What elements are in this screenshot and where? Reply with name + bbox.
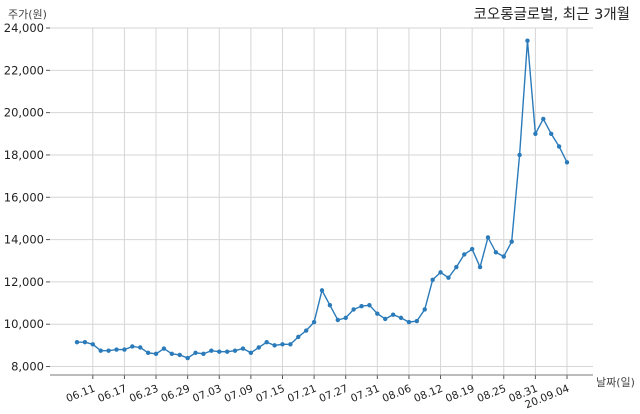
data-point <box>398 315 404 321</box>
x-tick-label: 06.17 <box>96 383 128 405</box>
data-point <box>303 328 309 333</box>
data-point <box>224 349 230 354</box>
data-point <box>248 350 254 355</box>
y-axis-label: 주가(원) <box>8 8 47 21</box>
data-point <box>454 264 459 270</box>
y-tick-label: 20,000 <box>4 106 44 120</box>
data-point <box>533 131 538 136</box>
data-point <box>422 307 427 312</box>
data-point <box>217 349 222 354</box>
price-series-points <box>74 38 570 361</box>
data-point <box>272 343 277 348</box>
data-point <box>264 340 269 345</box>
chart-title: 코오롱글로벌, 최근 3개월 <box>474 6 630 23</box>
data-point <box>406 319 412 325</box>
data-point <box>169 351 175 357</box>
x-tick-label: 07.03 <box>191 383 223 405</box>
x-tick-label: 08.06 <box>381 383 414 406</box>
y-tick-label: 10,000 <box>4 317 44 331</box>
data-point <box>319 288 325 293</box>
x-tick-label: 07.09 <box>223 383 255 405</box>
data-point <box>145 350 151 355</box>
data-point <box>383 316 388 322</box>
data-point <box>541 116 546 122</box>
y-tick-label: 24,000 <box>4 21 44 35</box>
data-point <box>153 351 159 357</box>
data-point <box>501 254 506 259</box>
data-point <box>122 347 127 352</box>
data-point <box>296 334 301 340</box>
data-point <box>359 304 364 309</box>
data-point <box>185 355 190 361</box>
x-tick-label: 07.27 <box>317 383 349 405</box>
x-tick-label: 08.12 <box>412 383 444 405</box>
x-tick-label: 08.25 <box>476 383 508 405</box>
data-point <box>311 319 317 325</box>
data-point <box>517 152 522 158</box>
data-point <box>548 131 554 136</box>
data-point <box>98 348 103 353</box>
x-tick-label: 07.31 <box>349 383 381 405</box>
y-tick-label: 16,000 <box>4 190 44 204</box>
data-point <box>462 252 467 257</box>
price-series-line <box>77 40 568 359</box>
x-tick-label: 07.15 <box>254 383 286 405</box>
data-point <box>130 344 135 349</box>
data-point <box>477 264 483 270</box>
x-axis-label: 날짜(일) <box>596 375 635 389</box>
x-axis: 06.11 06.17 06.23 06.29 07.03 07.09 07.15 07.21… <box>65 375 571 411</box>
data-point <box>493 250 499 255</box>
data-point <box>82 340 88 345</box>
data-point <box>509 239 514 244</box>
data-point <box>90 342 96 347</box>
data-point <box>375 311 380 316</box>
y-axis: 8,000 10,000 12,000 14,000 16,000 18,000 20,00… <box>4 21 50 374</box>
data-point <box>193 350 198 355</box>
x-tick-label: 08.19 <box>444 383 476 405</box>
data-point <box>525 38 530 43</box>
y-tick-label: 8,000 <box>11 360 44 374</box>
x-tick-label: 06.29 <box>159 383 191 405</box>
y-tick-label: 12,000 <box>4 275 44 289</box>
data-point <box>390 312 396 317</box>
data-point <box>280 342 285 347</box>
data-point <box>556 144 562 149</box>
x-tick-label: 06.23 <box>128 383 160 405</box>
data-point <box>469 246 475 252</box>
data-point <box>201 351 206 357</box>
data-point <box>256 345 261 350</box>
data-point <box>564 160 570 165</box>
data-point <box>114 347 119 352</box>
data-point <box>414 318 420 324</box>
grid-lines <box>50 27 593 375</box>
data-point <box>343 315 348 321</box>
data-point <box>351 307 356 312</box>
data-point <box>232 348 238 353</box>
data-point <box>446 275 451 280</box>
data-point <box>177 352 182 358</box>
data-point <box>240 346 246 351</box>
x-tick-label: 06.11 <box>65 383 97 405</box>
x-tick-label: 07.21 <box>286 383 318 405</box>
data-point <box>209 348 214 353</box>
data-point <box>138 345 143 350</box>
data-point <box>335 317 341 323</box>
data-point <box>438 270 443 275</box>
data-point <box>161 346 167 351</box>
y-tick-label: 22,000 <box>4 63 44 77</box>
data-point <box>485 235 491 240</box>
data-point <box>288 342 293 347</box>
data-point <box>430 277 435 282</box>
data-point <box>367 302 372 308</box>
data-point <box>74 340 80 345</box>
data-point <box>327 302 333 308</box>
y-tick-label: 14,000 <box>4 233 44 247</box>
y-tick-label: 18,000 <box>4 148 44 162</box>
data-point <box>106 348 111 353</box>
